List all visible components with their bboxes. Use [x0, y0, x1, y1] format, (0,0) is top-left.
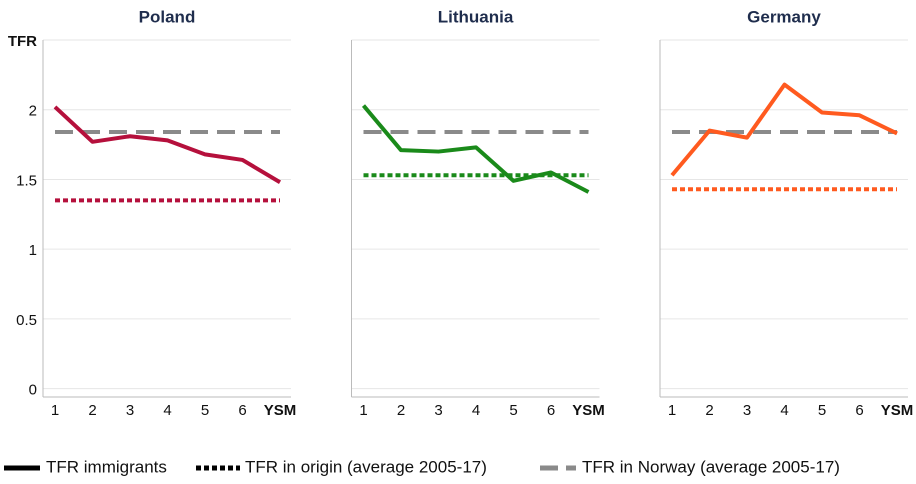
- x-tick-label: 5: [818, 402, 826, 419]
- x-tick-label: 3: [743, 402, 751, 419]
- x-tick-label: 2: [705, 402, 713, 419]
- series-line: [53, 105, 282, 184]
- x-tick-label: 4: [780, 402, 788, 419]
- legend-label: TFR in origin (average 2005-17): [245, 457, 487, 476]
- x-tick-label: 3: [434, 402, 442, 419]
- y-tick-label: 1: [29, 242, 37, 259]
- x-tick-label: YSM: [572, 402, 605, 419]
- panel: Lithuania 1 2 3 4 5 6 YSM: [351, 7, 605, 419]
- x-tick-label: 1: [668, 402, 676, 419]
- y-tick-label: TFR: [8, 33, 37, 50]
- y-tick-label: 2: [29, 103, 37, 120]
- x-tick-label: 5: [201, 402, 209, 419]
- x-tick-label: 5: [509, 402, 517, 419]
- x-tick-label: 6: [855, 402, 863, 419]
- panel: Poland 0 0.5 1 1.5 2 TFR 1 2 3 4 5 6 YSM: [8, 7, 296, 418]
- x-tick-label: 1: [359, 402, 367, 419]
- x-tick-label: 3: [126, 402, 134, 419]
- legend: TFR immigrants TFR in origin (average 20…: [4, 457, 840, 476]
- y-tick-label: 0: [29, 382, 37, 399]
- x-tick-label: 2: [397, 402, 405, 419]
- x-tick-label: 6: [547, 402, 555, 419]
- x-tick-label: YSM: [264, 402, 297, 419]
- x-tick-label: 4: [163, 402, 171, 419]
- panel-title: Lithuania: [438, 7, 514, 26]
- panel: Germany 1 2 3 4 5 6 YSM: [659, 7, 914, 419]
- x-tick-label: 2: [88, 402, 96, 419]
- x-tick-label: 6: [238, 402, 246, 419]
- legend-label: TFR immigrants: [46, 457, 167, 476]
- panel-title: Germany: [747, 7, 821, 26]
- y-tick-label: 1.5: [16, 172, 37, 189]
- x-tick-label: 1: [51, 402, 59, 419]
- panel-title: Poland: [139, 7, 196, 26]
- x-tick-label: YSM: [881, 402, 914, 419]
- y-tick-label: 0.5: [16, 312, 37, 329]
- series-line: [670, 82, 898, 177]
- series-line: [361, 104, 590, 194]
- legend-label: TFR in Norway (average 2005-17): [582, 457, 840, 476]
- x-tick-label: 4: [472, 402, 480, 419]
